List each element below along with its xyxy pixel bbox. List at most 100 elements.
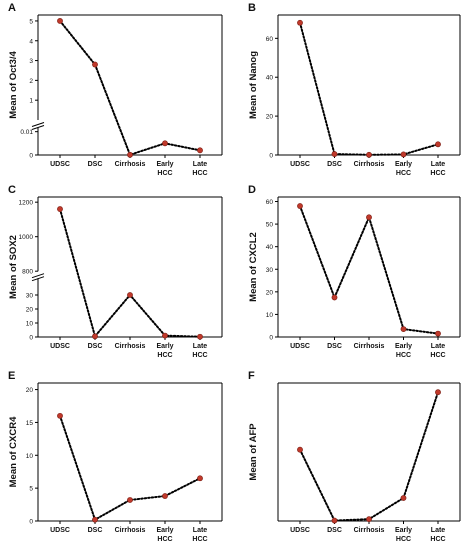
x-tick-label: Early HCC [395,343,412,359]
data-point [435,141,441,148]
x-tick-label-line: Early [395,343,412,350]
x-tick-label: Early HCC [395,161,412,177]
x-tick-label-line: DSC [88,527,103,534]
x-tick-label-line: Cirrhosis [115,161,146,168]
data-point [127,292,133,298]
x-tick-label: Cirrhosis [115,527,146,534]
x-tick-label-line: Late [193,343,208,350]
data-point [57,206,63,212]
y-tick-label: 20 [266,114,274,121]
panel-b: 0 20 40 60 UDSC DSC Cirrhosis Early HCC Late HCC Me… [248,2,461,177]
data-point [92,516,98,523]
series-line [59,414,201,522]
x-tick-label-line: HCC [430,536,445,543]
series-line [299,391,439,522]
x-tick-label: Cirrhosis [115,343,146,350]
data-point [162,332,168,339]
axis-break-mark [31,273,45,279]
x-tick-label: Late HCC [192,161,207,177]
y-tick-label: 10 [26,321,34,328]
data-point [366,516,372,523]
x-tick-label-line: DSC [88,343,103,350]
x-tick-label-line: HCC [396,170,411,177]
x-tick-label: Early HCC [156,343,173,359]
y-tick-label: 60 [266,36,274,43]
x-tick-label-line: HCC [430,170,445,177]
y-tick-label: 60 [266,199,274,206]
data-point [435,330,441,337]
y-tick-label: 3 [29,58,33,65]
y-tick-label: 0 [29,519,33,526]
y-tick-label: 20 [26,307,34,314]
data-point [92,61,98,68]
x-tick-label-line: HCC [192,352,207,359]
y-tick-label: 40 [266,75,274,82]
y-tick-label: 5 [29,486,33,493]
axis-break-mark [31,125,45,130]
y-tick-label: 1200 [19,200,34,207]
data-point [331,151,338,157]
series-line [59,208,201,339]
x-tick-label: Cirrhosis [354,343,385,350]
x-tick-label: Early HCC [395,527,412,543]
y-axis-label: Mean of AFP [248,423,259,481]
x-tick-label: UDSC [50,527,70,534]
x-tick-label-line: DSC [88,161,103,168]
x-tick-label-line: UDSC [50,527,70,534]
y-tick-label: 0 [29,153,33,160]
x-tick-label: UDSC [290,161,310,168]
x-tick-label-line: HCC [157,352,172,359]
y-tick-label: 50 [266,222,274,229]
panel-letter: D [248,184,256,196]
x-tick-label-line: HCC [396,352,411,359]
x-tick-label: DSC [327,527,342,534]
panel-c: 0 10 20 30 800 1000 1200 UDSC DSC Cirrhosis Early H… [8,184,223,359]
axis-break-mark [31,122,45,127]
x-tick-label-line: DSC [327,161,342,168]
data-point [331,294,338,301]
panel-letter: B [248,2,256,14]
data-point [366,214,372,221]
y-tick-label: 0 [269,335,273,342]
data-point [400,151,407,158]
x-tick-label-line: UDSC [290,161,310,168]
y-axis-label: Mean of CXCR4 [8,416,19,487]
x-tick-label: Cirrhosis [115,161,146,168]
x-tick-label: DSC [327,343,342,350]
panel-letter: A [8,2,16,14]
x-tick-label: UDSC [50,161,70,168]
x-tick-label: UDSC [50,343,70,350]
x-tick-label: Late HCC [430,343,445,359]
panel-e: 0 5 10 15 20 UDSC DSC Cirrhosis Early HCC Late HCC M… [8,370,223,543]
x-tick-label-line: Late [431,343,446,350]
x-tick-label-line: UDSC [290,343,310,350]
axis-break-mark [31,276,45,282]
y-tick-label: 2 [29,78,33,85]
y-tick-label: 10 [26,453,34,460]
y-tick-label: 15 [26,420,34,427]
data-point [127,497,133,503]
x-tick-label-line: HCC [192,536,207,543]
y-tick-label: 4 [29,38,33,45]
x-tick-label-line: Cirrhosis [354,343,385,350]
panel-letter: E [8,370,15,382]
x-tick-label-line: UDSC [50,343,70,350]
data-point [297,446,303,453]
x-tick-label-line: Cirrhosis [354,161,385,168]
x-tick-label-line: Early [156,527,173,534]
x-tick-label-line: Late [193,161,208,168]
x-tick-label-line: UDSC [50,161,70,168]
x-tick-label-line: Early [156,343,173,350]
x-tick-label-line: Cirrhosis [115,343,146,350]
x-tick-label: Late HCC [192,343,207,359]
x-tick-label-line: DSC [327,343,342,350]
data-point [197,475,203,482]
data-point [57,18,63,24]
x-tick-label: Cirrhosis [354,527,385,534]
y-axis-label: Mean of Nanog [248,51,259,119]
x-tick-label: DSC [88,343,103,350]
x-tick-label: DSC [327,161,342,168]
series-line [299,21,439,156]
